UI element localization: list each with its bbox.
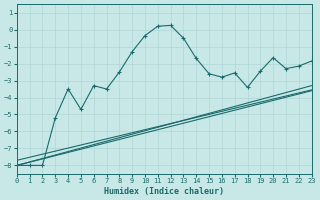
X-axis label: Humidex (Indice chaleur): Humidex (Indice chaleur) [104,187,224,196]
